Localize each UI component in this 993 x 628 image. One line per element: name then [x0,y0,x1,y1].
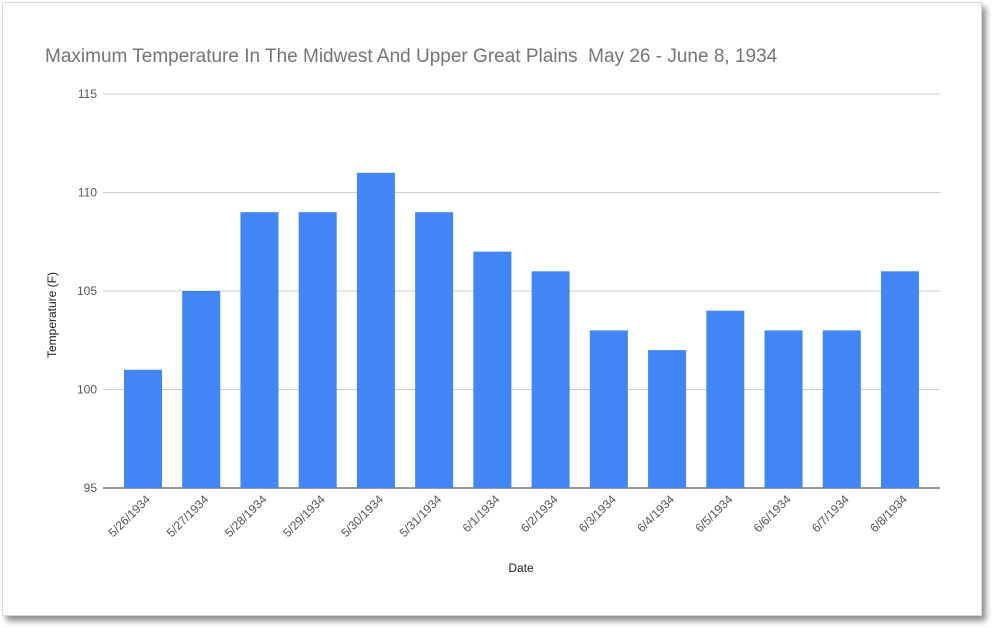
bar [881,271,919,488]
bar [182,291,221,488]
bar [473,251,512,488]
x-tick-label: 6/2/1934 [518,492,561,535]
x-tick-label: 6/3/1934 [576,492,619,535]
y-tick-label: 105 [77,284,97,298]
x-tick-label: 6/4/1934 [634,492,677,535]
x-tick-label: 6/6/1934 [751,492,794,535]
bar [706,310,745,488]
bar [764,330,803,488]
x-tick-label: 5/31/1934 [397,492,445,540]
gridlines [103,93,940,489]
x-tick-label: 6/7/1934 [809,492,852,535]
bar [822,330,861,488]
bars [124,172,919,489]
x-tick-label: 5/30/1934 [338,492,386,540]
x-tick-label: 6/1/1934 [460,492,503,535]
bar [240,212,279,488]
y-axis-label: Temperature (F) [45,272,59,358]
x-tick-label: 5/29/1934 [280,492,328,540]
bar [356,172,395,489]
y-tick-labels: 95 100 105 110 115 [77,87,97,495]
chart-title: Maximum Temperature In The Midwest And U… [45,46,778,67]
x-axis-label: Date [508,561,534,575]
bar [415,212,454,488]
x-tick-labels: 5/26/1934 5/27/1934 5/28/1934 5/29/1934 5/30… [105,492,910,540]
y-tick-label: 100 [77,383,97,397]
y-tick-label: 110 [78,186,97,200]
bar [298,212,337,488]
bar [531,271,570,488]
y-tick-label: 115 [78,87,97,101]
y-tick-label: 95 [84,481,98,495]
chart-frame: Maximum Temperature In The Midwest And U… [2,2,982,616]
x-tick-label: 5/27/1934 [164,492,212,540]
x-tick-label: 6/8/1934 [867,492,910,535]
bar [648,350,687,488]
bar [589,330,628,488]
x-tick-label: 5/26/1934 [105,492,153,540]
bar [124,369,162,488]
x-tick-label: 6/5/1934 [692,492,735,535]
x-tick-label: 5/28/1934 [222,492,270,540]
